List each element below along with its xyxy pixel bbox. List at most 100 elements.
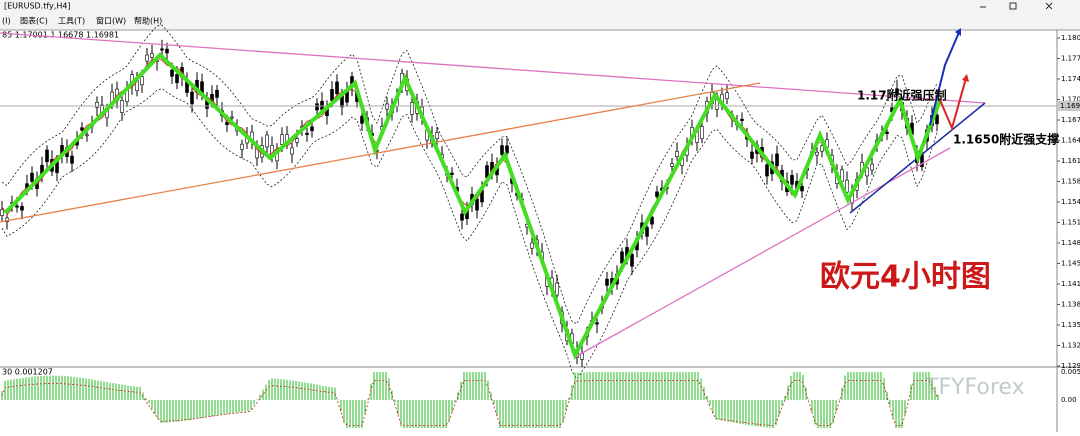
- candle-body: [15, 205, 19, 208]
- candle-body: [330, 89, 334, 101]
- candle-body: [750, 151, 754, 159]
- candle-body: [870, 163, 874, 171]
- candle-body: [95, 101, 99, 108]
- candle-body: [305, 132, 309, 135]
- candle-body: [655, 191, 659, 197]
- candle-body: [670, 163, 674, 167]
- menu-bar: (I) 图表(C) 工具(T) 窗口(W) 帮助(H): [2, 16, 162, 26]
- candle-body: [280, 134, 284, 145]
- candle-body: [740, 118, 744, 122]
- candle-body: [620, 251, 624, 264]
- candle-body: [140, 76, 144, 86]
- signal-line: [1, 380, 939, 426]
- menu-item[interactable]: (I): [2, 17, 11, 26]
- candle-body: [505, 145, 509, 154]
- price-label: 1.12900: [1061, 362, 1080, 370]
- candle-body: [605, 278, 609, 286]
- candle-body: [160, 48, 164, 51]
- candle-body: [45, 149, 49, 163]
- candle-body: [820, 145, 824, 152]
- chart-info: 85 1.17001 1.16678 1.16981: [2, 31, 119, 40]
- trendline: [0, 82, 761, 223]
- price-label: 1.17095: [1061, 96, 1080, 104]
- current-price-box: [1058, 101, 1080, 111]
- candle-body: [865, 167, 869, 177]
- price-label: 1.13870: [1061, 301, 1080, 309]
- title-menu-bg: [0, 0, 1080, 30]
- candle-body: [800, 185, 804, 192]
- candle-body: [920, 154, 924, 168]
- price-label: 1.16775: [1061, 116, 1080, 124]
- arrow-head: [962, 74, 969, 82]
- candle-body: [30, 172, 34, 182]
- candle-body: [320, 100, 324, 110]
- menu-item[interactable]: 帮助(H): [134, 16, 162, 26]
- candle-body: [265, 134, 269, 148]
- menu-item[interactable]: 窗口(W): [96, 16, 126, 26]
- candle-body: [645, 227, 649, 237]
- candle-body: [650, 216, 654, 225]
- candle-body: [725, 92, 729, 99]
- candle-body: [460, 213, 464, 221]
- blue-arrow: [929, 29, 961, 126]
- candle-body: [215, 89, 219, 98]
- candle-body: [895, 88, 899, 96]
- candle-body: [765, 164, 769, 177]
- candle-body: [450, 172, 454, 175]
- arrow-head: [955, 28, 961, 36]
- candle-body: [790, 175, 794, 185]
- candle-body: [230, 116, 234, 119]
- candle-body: [70, 155, 74, 164]
- price-label: 1.16455: [1061, 137, 1080, 145]
- candle-body: [145, 54, 149, 62]
- indicator-label: 0.00: [1061, 396, 1077, 404]
- candle-body: [80, 127, 84, 131]
- candle-body: [175, 74, 179, 84]
- indicator-info: 30 0.001207: [2, 368, 53, 377]
- candle-body: [150, 53, 154, 58]
- support-note: 1.1650附近强支撑: [953, 132, 1059, 147]
- watermark: TFYForex: [924, 375, 1025, 400]
- candle-body: [435, 132, 439, 139]
- price-label: 1.15160: [1061, 219, 1080, 227]
- candle-body: [225, 121, 229, 125]
- candle-body: [500, 145, 504, 155]
- candle-body: [775, 153, 779, 167]
- candle-body: [120, 100, 124, 113]
- price-label: 1.15485: [1061, 198, 1080, 206]
- price-label: 1.17740: [1061, 55, 1080, 63]
- candle-body: [315, 103, 319, 111]
- candle-body: [555, 282, 559, 296]
- price-label: 1.14840: [1061, 239, 1080, 247]
- candle-body: [290, 147, 294, 155]
- caption: 欧元4小时图: [820, 260, 991, 295]
- candle-body: [815, 151, 819, 156]
- candle-body: [0, 209, 4, 216]
- window-title: [EURUSD.tfy,H4]: [4, 2, 71, 11]
- price-label: 1.18065: [1061, 34, 1080, 42]
- candle-body: [360, 115, 364, 124]
- candle-body: [310, 126, 314, 132]
- candle-body: [335, 81, 339, 95]
- candle-body: [530, 242, 534, 249]
- band-upper: [1, 24, 938, 325]
- price-label: 1.14195: [1061, 280, 1080, 288]
- candle-body: [190, 91, 194, 105]
- menu-item[interactable]: 工具(T): [58, 17, 85, 26]
- close[interactable]: [1045, 2, 1053, 10]
- candle-body: [935, 114, 939, 125]
- candle-body: [240, 143, 244, 150]
- candle-body: [20, 206, 24, 211]
- current-price-label: 1.16983: [1060, 102, 1080, 110]
- price-label: 1.14515: [1061, 260, 1080, 268]
- candle-body: [630, 254, 634, 267]
- candle-body: [165, 48, 169, 54]
- red-arrow: [939, 77, 967, 132]
- menu-item[interactable]: 图表(C): [20, 16, 48, 26]
- price-label: 1.13225: [1061, 342, 1080, 350]
- maximize[interactable]: [1009, 2, 1017, 10]
- candle-body: [845, 179, 849, 193]
- price-label: 1.13545: [1061, 321, 1080, 329]
- candle-body: [295, 138, 299, 143]
- indicator-label: 0.00548: [1061, 368, 1080, 376]
